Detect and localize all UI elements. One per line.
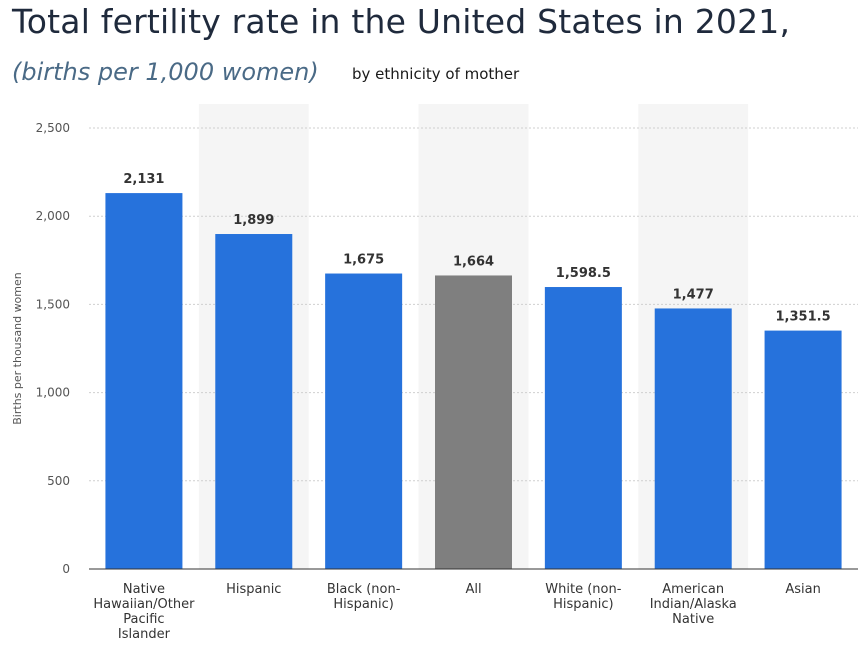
x-tick-label: Black (non- — [327, 582, 401, 597]
x-tick-label: Hispanic) — [333, 597, 393, 612]
x-tick-label: American — [662, 582, 724, 597]
chart-note: by ethnicity of mother — [352, 65, 520, 83]
x-tick-label: Hawaiian/Other — [93, 597, 195, 612]
chart-title: Total fertility rate in the United State… — [12, 2, 791, 41]
x-tick-label: Native — [672, 612, 714, 627]
data-label: 1,477 — [673, 287, 714, 302]
y-tick-label: 1,500 — [36, 297, 70, 311]
y-tick-label: 0 — [62, 562, 70, 576]
y-tick-label: 1,000 — [36, 386, 70, 400]
bar — [544, 287, 622, 569]
x-tick-label: Hispanic) — [553, 597, 613, 612]
x-tick-label: Hispanic — [226, 582, 281, 597]
y-axis-label: Births per thousand women — [11, 272, 24, 425]
x-tick-label: Pacific — [123, 612, 164, 627]
x-tick-label: White (non- — [545, 582, 621, 597]
chart-subtitle: (births per 1,000 women) — [12, 58, 319, 86]
data-label: 1,675 — [343, 253, 384, 268]
x-tick-label: Native — [123, 582, 165, 597]
x-tick-label: All — [465, 582, 481, 597]
data-label: 1,598.5 — [556, 266, 611, 281]
bar-chart: 0 500 1,000 1,500 2,000 2,500 Births per thous… — [11, 104, 858, 642]
data-label: 1,664 — [453, 254, 494, 269]
bar — [215, 234, 293, 569]
bar — [764, 330, 842, 569]
data-label: 1,899 — [233, 213, 274, 228]
bar-highlighted — [435, 275, 512, 569]
y-tick-label: 2,500 — [36, 121, 70, 135]
x-tick-label: Islander — [118, 627, 171, 642]
data-label: 1,351.5 — [776, 310, 831, 325]
y-tick-label: 2,000 — [36, 209, 70, 223]
bar — [105, 193, 183, 569]
x-tick-label: Indian/Alaska — [650, 597, 737, 612]
x-tick-label: Asian — [785, 582, 820, 597]
bar — [654, 308, 732, 569]
data-label: 2,131 — [123, 172, 164, 187]
bar — [325, 273, 403, 569]
chart-area: 0 500 1,000 1,500 2,000 2,500 Births per thous… — [0, 104, 858, 655]
y-tick-label: 500 — [47, 474, 70, 488]
